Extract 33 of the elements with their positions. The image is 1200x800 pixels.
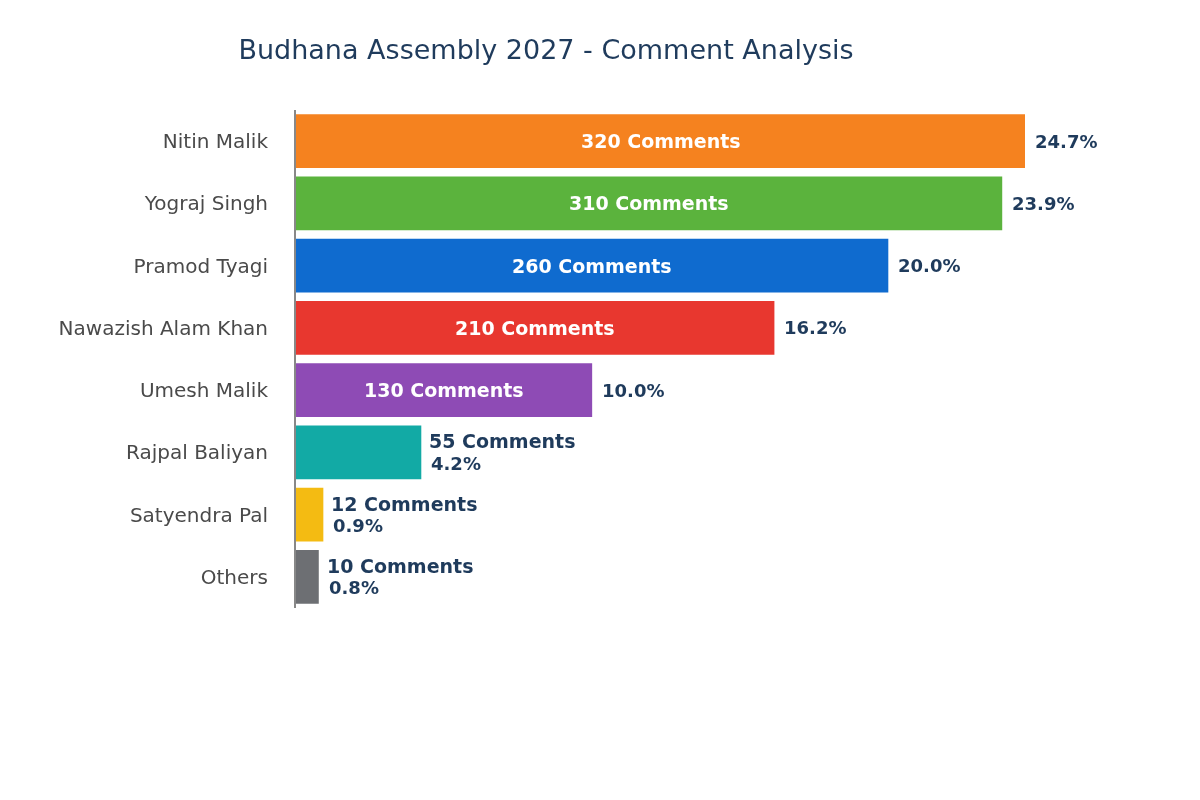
data-label: 260 Comments (512, 255, 672, 277)
chart-title: Budhana Assembly 2027 - Comment Analysis (238, 33, 854, 65)
y-tick-label: Others (200, 564, 268, 589)
bar (296, 301, 775, 355)
annotation: 0.9% (333, 515, 383, 536)
annotation: 20.0% (898, 255, 961, 276)
data-label: 12 Comments (331, 493, 478, 515)
y-tick-label: Yograj Singh (143, 191, 268, 216)
y-tick-label: Umesh Malik (139, 378, 269, 403)
data-label: 10 Comments (327, 555, 474, 577)
y-tick-label: Nitin Malik (162, 129, 269, 154)
annotation: 24.7% (1035, 131, 1098, 152)
bar (296, 114, 1025, 168)
y-tick-label: Rajpal Baliyan (126, 440, 268, 465)
annotation: 4.2% (431, 453, 481, 474)
bar (296, 487, 324, 542)
y-tick-label: Satyendra Pal (129, 502, 268, 527)
annotation: 16.2% (784, 317, 847, 338)
y-tick-label: Pramod Tyagi (133, 253, 268, 278)
bar (296, 176, 1003, 231)
bar (296, 238, 889, 293)
data-label: 130 Comments (364, 379, 524, 401)
annotation: 10.0% (602, 380, 665, 401)
data-label: 55 Comments (429, 430, 576, 452)
y-tick-label: Nawazish Alam Khan (58, 315, 268, 340)
annotation: 0.8% (329, 577, 379, 598)
bar (296, 425, 422, 480)
data-label: 320 Comments (581, 130, 741, 152)
data-label: 210 Comments (455, 317, 615, 339)
bar (296, 363, 593, 417)
annotation: 23.9% (1012, 193, 1075, 214)
bar (296, 550, 319, 604)
data-label: 310 Comments (569, 192, 729, 214)
